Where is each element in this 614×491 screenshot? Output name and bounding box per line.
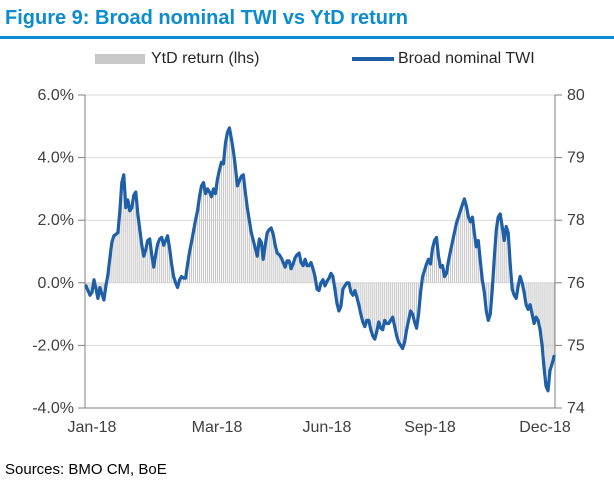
line-swatch-icon [352, 57, 394, 61]
x-axis-label: Jun-18 [303, 419, 352, 436]
left-axis-label: 0.0% [38, 275, 74, 292]
right-axis-label: 75 [567, 337, 585, 354]
bar-swatch-icon [95, 54, 145, 64]
left-axis-label: 2.0% [38, 212, 74, 229]
legend-item-ytd-return: YtD return (lhs) [95, 50, 259, 68]
sources-note: Sources: BMO CM, BoE [5, 461, 167, 478]
x-axis-label: Jan-18 [68, 419, 117, 436]
left-axis-label: -2.0% [32, 337, 74, 354]
right-axis-label: 74 [567, 400, 585, 417]
x-axis-label: Sep-18 [404, 419, 456, 436]
twi-line [84, 126, 556, 393]
chart-legend: YtD return (lhs) Broad nominal TWI [0, 50, 614, 70]
legend-label-ytd-return: YtD return (lhs) [151, 50, 260, 67]
legend-item-twi: Broad nominal TWI [352, 50, 535, 68]
left-axis-label: 4.0% [38, 150, 74, 167]
figure-title: Figure 9: Broad nominal TWI vs YtD retur… [5, 7, 409, 29]
right-axis-label: 80 [567, 87, 585, 104]
left-axis-label: -4.0% [32, 400, 74, 417]
x-axis-label: Dec-18 [519, 419, 571, 436]
left-axis-label: 6.0% [38, 87, 74, 104]
legend-label-twi: Broad nominal TWI [398, 50, 535, 67]
right-axis-label: 78 [567, 212, 585, 229]
right-axis-label: 76 [567, 275, 585, 292]
right-axis-label: 79 [567, 150, 585, 167]
x-axis-label: Mar-18 [192, 419, 243, 436]
title-underline [0, 36, 614, 39]
